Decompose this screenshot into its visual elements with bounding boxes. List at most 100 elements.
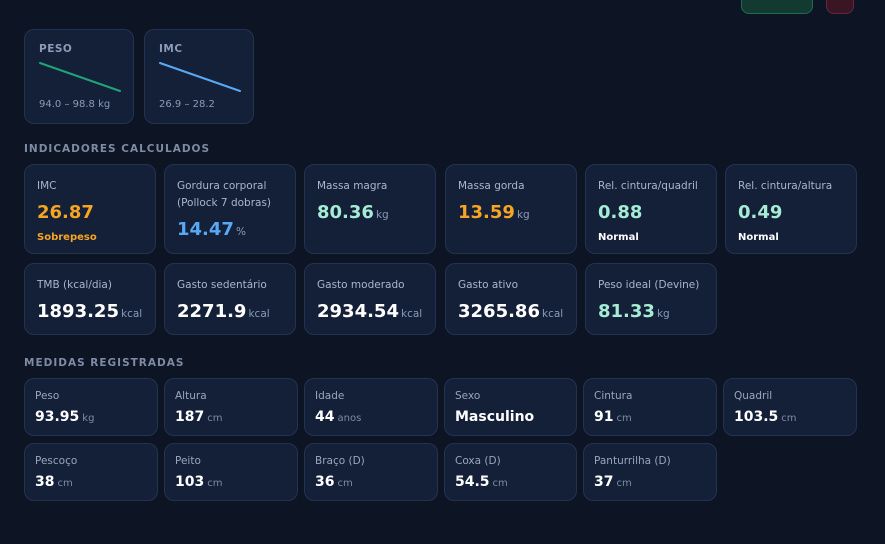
quadril-measure-number: 103.5 <box>734 409 779 425</box>
peso-measure-label: Peso <box>35 390 60 402</box>
tmb-value: 1893.25 kcal <box>37 301 142 322</box>
altura-measure-value: 187 cm <box>175 409 222 425</box>
panturrilha-measure-value: 37 cm <box>594 474 632 490</box>
imc-indicator-status: Sobrepeso <box>37 232 97 243</box>
massa-magra-unit: kg <box>375 209 389 221</box>
peso-measure-value: 93.95 kg <box>35 409 94 425</box>
panturrilha-measure-unit: cm <box>616 478 632 489</box>
peito-measure-value: 103 cm <box>175 474 222 490</box>
peito-measure-label: Peito <box>175 455 201 467</box>
moderado-value: 2934.54 kcal <box>317 301 422 322</box>
gordura-indicator-card: Gordura corporal (Pollock 7 dobras) 14.4… <box>164 164 296 254</box>
braco-measure-number: 36 <box>315 474 335 490</box>
pescoco-measure-number: 38 <box>35 474 55 490</box>
peso-trend-range: 94.0 – 98.8 kg <box>39 99 111 110</box>
coxa-measure-number: 54.5 <box>455 474 490 490</box>
top-action-button-red[interactable] <box>826 0 854 14</box>
peito-measure-number: 103 <box>175 474 205 490</box>
quadril-measure-card: Quadril 103.5 cm <box>723 378 857 436</box>
peso-ideal-label: Peso ideal (Devine) <box>598 279 700 291</box>
coxa-measure-value: 54.5 cm <box>455 474 508 490</box>
panturrilha-measure-label: Panturrilha (D) <box>594 455 671 467</box>
braco-measure-value: 36 cm <box>315 474 353 490</box>
gordura-label-line1: Gordura corporal <box>177 180 267 192</box>
imc-trend-line <box>159 62 241 92</box>
rcq-value: 0.88 <box>598 202 643 223</box>
gordura-indicator-label: Gordura corporal (Pollock 7 dobras) <box>177 178 271 212</box>
peso-measure-card: Peso 93.95 kg <box>24 378 158 436</box>
idade-measure-card: Idade 44 anos <box>304 378 438 436</box>
massa-gorda-label: Massa gorda <box>458 180 525 192</box>
sexo-measure-card: Sexo Masculino <box>444 378 577 436</box>
quadril-measure-label: Quadril <box>734 390 773 402</box>
rca-indicator-card: Rel. cintura/altura 0.49 Normal <box>725 164 857 254</box>
gordura-value-unit: % <box>235 226 246 238</box>
ativo-number: 3265.86 <box>458 301 540 322</box>
ativo-unit: kcal <box>541 308 564 320</box>
altura-measure-unit: cm <box>207 413 223 424</box>
coxa-measure-label: Coxa (D) <box>455 455 501 467</box>
sedentario-number: 2271.9 <box>177 301 247 322</box>
altura-measure-card: Altura 187 cm <box>164 378 298 436</box>
moderado-unit: kcal <box>400 308 423 320</box>
cintura-measure-card: Cintura 91 cm <box>583 378 717 436</box>
peso-trend-title: PESO <box>39 43 73 55</box>
rca-label: Rel. cintura/altura <box>738 180 833 192</box>
massa-gorda-value: 13.59 kg <box>458 202 530 223</box>
pescoco-measure-card: Pescoço 38 cm <box>24 443 158 501</box>
rca-value: 0.49 <box>738 202 783 223</box>
peso-ideal-indicator-card: Peso ideal (Devine) 81.33 kg <box>585 263 717 335</box>
gordura-label-line2: (Pollock 7 dobras) <box>177 197 272 209</box>
peso-ideal-number: 81.33 <box>598 301 655 322</box>
rcq-indicator-card: Rel. cintura/quadril 0.88 Normal <box>585 164 717 254</box>
idade-measure-unit: anos <box>337 413 362 424</box>
imc-indicator-card: IMC 26.87 Sobrepeso <box>24 164 156 254</box>
tmb-indicator-card: TMB (kcal/dia) 1893.25 kcal <box>24 263 156 335</box>
rca-status: Normal <box>738 232 779 243</box>
measurements-section-title: MEDIDAS REGISTRADAS <box>24 357 185 369</box>
sedentario-unit: kcal <box>248 308 270 320</box>
indicators-section-title: INDICADORES CALCULADOS <box>24 143 211 155</box>
ativo-label: Gasto ativo <box>458 279 519 291</box>
massa-magra-label: Massa magra <box>317 180 388 192</box>
peso-ideal-unit: kg <box>656 308 670 320</box>
ativo-indicator-card: Gasto ativo 3265.86 kcal <box>445 263 577 335</box>
rcq-label: Rel. cintura/quadril <box>598 180 698 192</box>
peso-measure-unit: kg <box>82 413 95 424</box>
massa-magra-number: 80.36 <box>317 202 374 223</box>
top-action-button-green[interactable] <box>741 0 813 14</box>
tmb-label: TMB (kcal/dia) <box>37 279 112 291</box>
braco-measure-card: Braço (D) 36 cm <box>304 443 438 501</box>
peito-measure-card: Peito 103 cm <box>164 443 298 501</box>
imc-indicator-value: 26.87 <box>37 202 94 223</box>
altura-measure-number: 187 <box>175 409 205 425</box>
moderado-label: Gasto moderado <box>317 279 405 291</box>
tmb-number: 1893.25 <box>37 301 119 322</box>
tmb-unit: kcal <box>120 308 143 320</box>
cintura-measure-unit: cm <box>616 413 632 424</box>
peso-trend-line <box>39 62 121 92</box>
coxa-measure-card: Coxa (D) 54.5 cm <box>444 443 577 501</box>
imc-trend-card[interactable]: IMC 26.9 – 28.2 <box>144 29 254 124</box>
sedentario-label: Gasto sedentário <box>177 279 267 291</box>
quadril-measure-value: 103.5 cm <box>734 409 797 425</box>
massa-gorda-indicator-card: Massa gorda 13.59 kg <box>445 164 577 254</box>
peso-ideal-value: 81.33 kg <box>598 301 670 322</box>
peso-trend-card[interactable]: PESO 94.0 – 98.8 kg <box>24 29 134 124</box>
imc-trend-range: 26.9 – 28.2 <box>159 99 215 110</box>
gordura-value-number: 14.47 <box>177 219 234 240</box>
imc-trend-title: IMC <box>159 43 183 55</box>
braco-measure-unit: cm <box>337 478 353 489</box>
idade-measure-number: 44 <box>315 409 335 425</box>
massa-gorda-number: 13.59 <box>458 202 515 223</box>
quadril-measure-unit: cm <box>781 413 797 424</box>
gordura-indicator-value: 14.47% <box>177 219 246 240</box>
altura-measure-label: Altura <box>175 390 207 402</box>
cintura-measure-value: 91 cm <box>594 409 632 425</box>
rcq-status: Normal <box>598 232 639 243</box>
massa-magra-value: 80.36 kg <box>317 202 389 223</box>
pescoco-measure-label: Pescoço <box>35 455 78 467</box>
massa-magra-indicator-card: Massa magra 80.36 kg <box>304 164 436 254</box>
sexo-measure-label: Sexo <box>455 390 481 402</box>
sedentario-indicator-card: Gasto sedentário 2271.9 kcal <box>164 263 296 335</box>
